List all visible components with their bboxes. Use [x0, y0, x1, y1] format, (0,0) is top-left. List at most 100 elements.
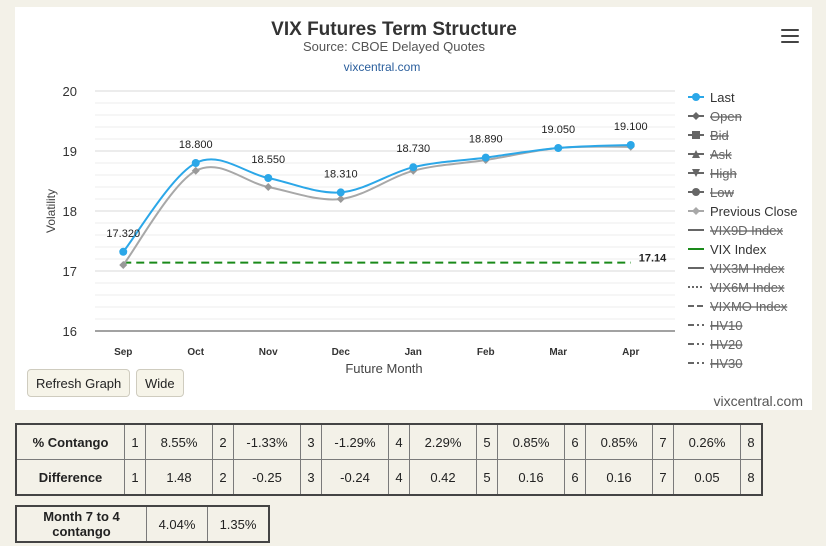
- month-index-cell: 6: [564, 423, 586, 460]
- gridlines: [95, 90, 675, 332]
- value-cell: -1.29%: [321, 423, 389, 460]
- last-point[interactable]: [264, 174, 273, 182]
- value-cell: 0.85%: [585, 423, 653, 460]
- row-header: Difference: [15, 459, 125, 496]
- month-7-4-value-1: 4.04%: [146, 505, 208, 543]
- row-header: % Contango: [15, 423, 125, 460]
- chart-link[interactable]: vixcentral.com: [344, 60, 421, 74]
- month-index-cell: 2: [212, 459, 234, 496]
- legend[interactable]: Last Open Bid Ask High Low Previous Close VIX9D…: [688, 90, 797, 371]
- last-data-label: 17.320: [106, 228, 140, 240]
- legend-label: VIX Index: [710, 242, 767, 257]
- value-cell: 0.42: [409, 459, 477, 496]
- value-cell: 0.16: [585, 459, 653, 496]
- x-tick-label: Dec: [332, 347, 351, 358]
- month-index-cell: 8: [740, 459, 763, 496]
- refresh-graph-button[interactable]: Refresh Graph: [27, 369, 131, 397]
- wide-button[interactable]: Wide: [136, 369, 184, 397]
- contango-table: % Contango 1 8.55% 2 -1.33% 3 -1.29% 4 2.29% 5 0.8…: [15, 423, 763, 496]
- legend-label: Last: [710, 90, 735, 105]
- last-point[interactable]: [191, 159, 200, 167]
- previous-close-point[interactable]: [119, 261, 128, 269]
- month-7-to-4-table: Month 7 to 4 contango 4.04% 1.35%: [15, 505, 270, 543]
- last-point[interactable]: [626, 141, 635, 149]
- legend-marker: [692, 169, 700, 177]
- month-index-cell: 1: [124, 423, 146, 460]
- last-data-label: 18.310: [324, 168, 358, 180]
- legend-item-last[interactable]: Last: [688, 90, 735, 105]
- x-axis-title: Future Month: [345, 361, 422, 376]
- month-index-cell: 8: [740, 423, 763, 460]
- legend-item-vixmo-index[interactable]: VIXMO Index: [688, 299, 788, 314]
- legend-item-vix3m-index[interactable]: VIX3M Index: [688, 261, 785, 276]
- last-data-label: 19.100: [614, 121, 648, 133]
- legend-item-vix6m-index[interactable]: VIX6M Index: [688, 280, 785, 295]
- month-index-cell: 4: [388, 423, 410, 460]
- legend-label: HV10: [710, 318, 743, 333]
- legend-item-hv30[interactable]: HV30: [688, 356, 743, 371]
- previous-close-point[interactable]: [191, 166, 200, 175]
- legend-label: VIX6M Index: [710, 280, 785, 295]
- month-index-cell: 7: [652, 423, 674, 460]
- legend-item-high[interactable]: High: [688, 166, 737, 181]
- data-labels: 17.14 17.320 18.800 18.550 18.310 18.730 18.89…: [106, 121, 667, 265]
- legend-label: Low: [710, 185, 734, 200]
- value-cell: 8.55%: [145, 423, 213, 460]
- legend-marker: [692, 112, 700, 120]
- x-tick-label: Feb: [477, 347, 495, 358]
- previous-close-point[interactable]: [264, 183, 273, 191]
- legend-label: HV30: [710, 356, 743, 371]
- month-index-cell: 3: [300, 423, 322, 460]
- x-tick-label: Oct: [187, 347, 204, 358]
- last-data-label: 19.050: [541, 124, 575, 136]
- legend-item-vix-index[interactable]: VIX Index: [688, 242, 767, 257]
- legend-label: Previous Close: [710, 204, 797, 219]
- month-index-cell: 5: [476, 423, 498, 460]
- value-cell: -0.24: [321, 459, 389, 496]
- x-tick-label: Mar: [549, 347, 567, 358]
- legend-item-open[interactable]: Open: [688, 109, 742, 124]
- previous-close-point[interactable]: [336, 195, 345, 203]
- legend-item-hv10[interactable]: HV10: [688, 318, 743, 333]
- last-point[interactable]: [481, 153, 490, 162]
- month-index-cell: 6: [564, 459, 586, 496]
- legend-marker: [692, 131, 700, 139]
- chart: VIX Futures Term Structure Source: CBOE …: [44, 19, 797, 376]
- last-line: [122, 144, 631, 253]
- last-point[interactable]: [336, 188, 345, 197]
- legend-item-low[interactable]: Low: [688, 185, 734, 200]
- value-cell: 0.26%: [673, 423, 741, 460]
- legend-item-previous-close[interactable]: Previous Close: [688, 204, 797, 219]
- legend-label: Ask: [710, 147, 732, 162]
- legend-marker: [692, 150, 700, 158]
- legend-item-bid[interactable]: Bid: [688, 128, 729, 143]
- y-axis-title: Volatility: [44, 189, 58, 233]
- credit-text[interactable]: vixcentral.com: [713, 393, 803, 409]
- legend-item-vix9d-index[interactable]: VIX9D Index: [688, 223, 783, 238]
- chart-panel: VIX Futures Term Structure Source: CBOE …: [15, 7, 812, 410]
- legend-item-ask[interactable]: Ask: [688, 147, 732, 162]
- chart-subtitle: Source: CBOE Delayed Quotes: [303, 39, 486, 54]
- y-tick-label: 16: [63, 324, 77, 339]
- legend-item-hv20[interactable]: HV20: [688, 337, 743, 352]
- legend-marker: [692, 207, 700, 215]
- value-cell: 0.85%: [497, 423, 565, 460]
- month-7-4-value-2: 1.35%: [207, 505, 270, 543]
- legend-label: HV20: [710, 337, 743, 352]
- legend-label: Open: [710, 109, 742, 124]
- hamburger-menu-icon[interactable]: [781, 29, 799, 43]
- x-tick-label: Apr: [622, 347, 639, 358]
- last-point[interactable]: [409, 163, 418, 172]
- axes: 16 17 18 19 20 Sep Oct Nov Dec Jan Feb Mar Apr Future…: [44, 84, 675, 376]
- series: [119, 141, 635, 269]
- vix-index-label: 17.14: [639, 253, 667, 265]
- x-tick-label: Jan: [405, 347, 422, 358]
- last-point[interactable]: [119, 247, 128, 256]
- value-cell: -0.25: [233, 459, 301, 496]
- table-row: Month 7 to 4 contango 4.04% 1.35%: [15, 505, 270, 543]
- table-row: Difference 1 1.48 2 -0.25 3 -0.24 4 0.42 5 0.16 6 0.…: [15, 459, 763, 496]
- value-cell: 0.05: [673, 459, 741, 496]
- legend-label: VIXMO Index: [710, 299, 788, 314]
- last-point[interactable]: [554, 144, 563, 152]
- value-cell: 0.16: [497, 459, 565, 496]
